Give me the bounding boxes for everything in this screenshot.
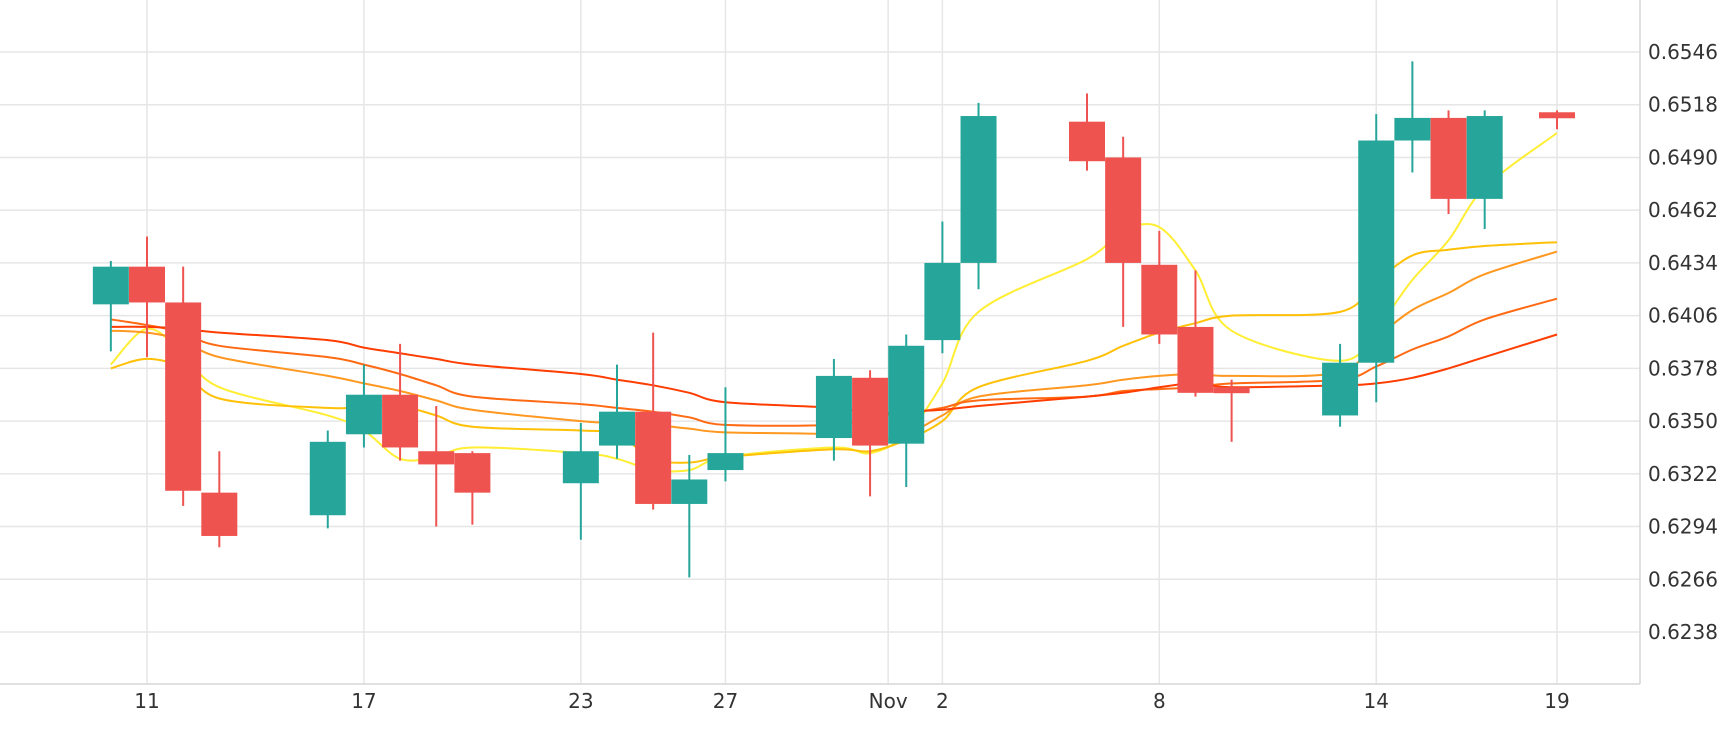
x-tick-label: 11	[134, 689, 159, 713]
y-tick-label: 0.6378	[1648, 356, 1718, 380]
candle	[201, 451, 238, 548]
candle	[1539, 110, 1575, 130]
candle-body	[707, 453, 744, 471]
candle-body	[960, 116, 997, 263]
candle	[1322, 343, 1359, 427]
candle	[129, 236, 165, 358]
y-tick-label: 0.6266	[1648, 567, 1718, 591]
y-tick-label: 0.6322	[1648, 462, 1718, 486]
candle	[1177, 270, 1214, 397]
candle-body	[888, 345, 925, 444]
candle-body	[671, 479, 708, 504]
candle-body	[92, 266, 129, 305]
candle	[345, 364, 382, 448]
candle	[1394, 61, 1431, 173]
candle	[165, 266, 202, 506]
candle-body	[454, 453, 491, 493]
candle-body	[309, 441, 346, 516]
candles	[92, 61, 1575, 578]
candle	[1466, 110, 1503, 230]
y-tick-label: 0.6294	[1648, 515, 1718, 539]
candle	[1069, 93, 1105, 171]
candle	[599, 364, 635, 459]
x-tick-label: 2	[936, 689, 949, 713]
candle-body	[1141, 264, 1178, 335]
axes: 0.6238 0.6266 0.6294 0.6322 0.6350 0.6378 0.64…	[0, 0, 1718, 713]
candle	[960, 102, 997, 290]
candle	[454, 451, 491, 525]
candle	[1141, 230, 1178, 344]
x-tick-label: 14	[1364, 689, 1389, 713]
x-tick-label: 17	[351, 689, 376, 713]
candle-body	[1430, 117, 1467, 199]
x-tick-label: Nov	[869, 689, 908, 713]
candle	[1213, 379, 1250, 442]
candle	[562, 422, 599, 540]
candle	[707, 387, 744, 482]
candle	[671, 454, 708, 578]
x-tick-label: 8	[1153, 689, 1166, 713]
candle-body	[1177, 326, 1214, 393]
candle-body	[562, 451, 599, 484]
candle-body	[1539, 112, 1575, 119]
candle-body	[418, 451, 455, 465]
y-tick-label: 0.6518	[1648, 93, 1718, 117]
y-tick-label: 0.6546	[1648, 40, 1718, 64]
candle-body	[1466, 116, 1503, 199]
candle-body	[345, 394, 382, 435]
candle-body	[382, 394, 419, 448]
candle-body	[852, 377, 889, 446]
candle-body	[815, 375, 852, 439]
y-tick-label: 0.6238	[1648, 620, 1718, 644]
y-tick-label: 0.6406	[1648, 304, 1718, 328]
candle	[815, 358, 852, 461]
candle-body	[924, 262, 961, 341]
candle	[888, 334, 925, 487]
candle	[1430, 110, 1467, 214]
x-tick-label: 23	[568, 689, 593, 713]
x-tick-label: 19	[1544, 689, 1569, 713]
candle	[635, 332, 672, 510]
candle	[852, 370, 889, 497]
candle-body	[599, 411, 635, 446]
y-tick-label: 0.6350	[1648, 409, 1718, 433]
candle-body	[129, 266, 165, 303]
candle	[1358, 114, 1395, 403]
candle-body	[1322, 362, 1359, 416]
candle-body	[201, 492, 238, 536]
y-tick-label: 0.6434	[1648, 251, 1718, 275]
candle-body	[1213, 387, 1250, 394]
candle-body	[1358, 140, 1395, 363]
x-tick-label: 27	[713, 689, 738, 713]
candle	[382, 343, 419, 461]
candle	[418, 406, 455, 527]
candle-body	[1069, 121, 1105, 162]
candle-body	[165, 302, 202, 491]
y-tick-label: 0.6462	[1648, 198, 1718, 222]
candle-body	[1394, 117, 1431, 141]
candle	[924, 221, 961, 354]
candle	[309, 430, 346, 529]
candle	[92, 261, 129, 352]
candle	[1105, 136, 1142, 327]
candle-body	[635, 411, 672, 504]
candle-body	[1105, 157, 1142, 263]
y-tick-label: 0.6490	[1648, 145, 1718, 169]
